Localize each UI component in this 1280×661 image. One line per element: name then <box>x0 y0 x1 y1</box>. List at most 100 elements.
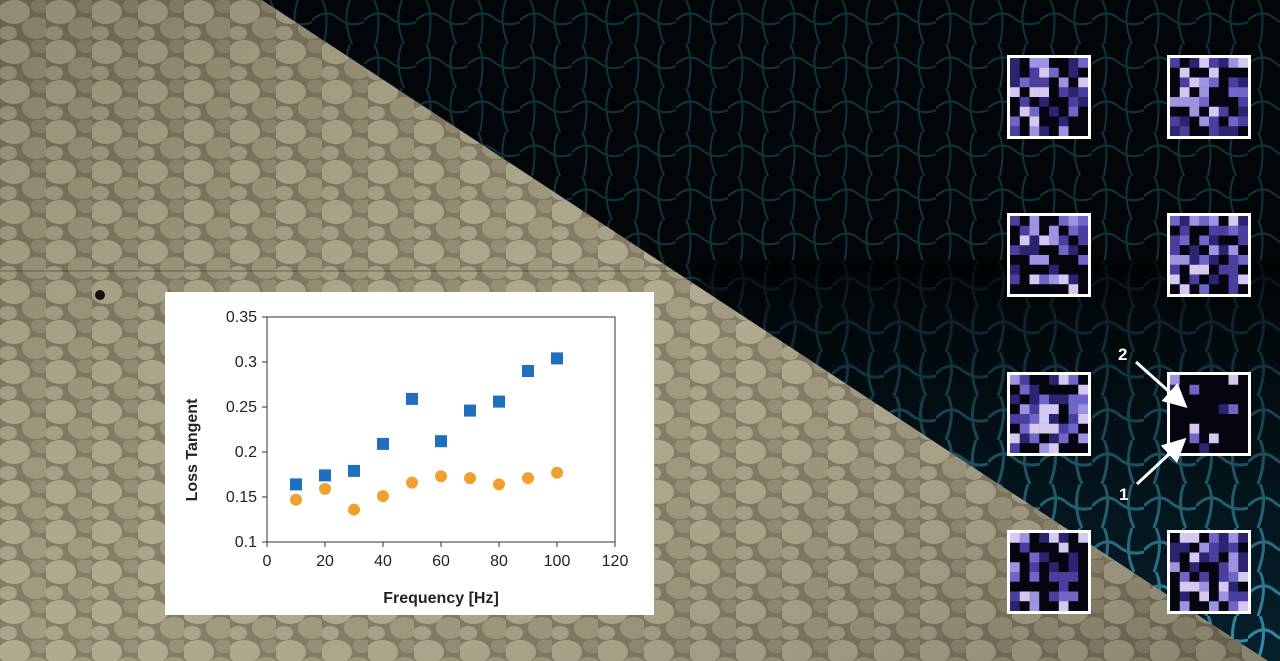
pixel-cell <box>1209 284 1219 294</box>
pixel-map-grid <box>1170 375 1248 453</box>
pixel-cell <box>1189 225 1200 236</box>
pixel-cell <box>1019 394 1030 405</box>
pixel-cell <box>1170 552 1180 563</box>
pixel-cell <box>1228 235 1239 246</box>
pixel-cell <box>1019 562 1030 573</box>
pixel-cell <box>1058 284 1069 294</box>
pixel-cell <box>1179 225 1190 236</box>
pixel-cell <box>1228 255 1239 265</box>
pixel-cell <box>1218 284 1229 294</box>
pixel-cell <box>1068 375 1079 385</box>
pixel-cell <box>1068 126 1079 136</box>
pixel-cell <box>1010 552 1020 563</box>
pixel-cell <box>1019 58 1030 68</box>
pixel-cell <box>1179 106 1190 117</box>
pixel-cell <box>1010 423 1020 434</box>
pixel-cell <box>1049 67 1059 78</box>
pixel-cell <box>1189 77 1200 88</box>
data-point-square <box>522 365 534 377</box>
pixel-cell <box>1238 384 1248 395</box>
pixel-cell <box>1010 562 1020 573</box>
pixel-cell <box>1228 404 1239 415</box>
pixel-cell <box>1199 225 1210 236</box>
pixel-cell <box>1238 562 1248 573</box>
pixel-map-grid <box>1010 58 1088 136</box>
data-point-circle <box>290 493 302 506</box>
pixel-cell <box>1068 245 1079 256</box>
pixel-cell <box>1170 284 1180 294</box>
pixel-cell <box>1068 591 1079 602</box>
pixel-cell <box>1209 375 1219 385</box>
pixel-cell <box>1078 414 1088 424</box>
pixel-cell <box>1068 255 1079 265</box>
pixel-cell <box>1039 216 1050 226</box>
pixel-cell <box>1058 126 1069 136</box>
pixel-cell <box>1209 533 1219 543</box>
pixel-cell <box>1068 404 1079 415</box>
pixel-cell <box>1029 562 1040 573</box>
pixel-cell <box>1228 572 1239 582</box>
pixel-map-grid <box>1170 533 1248 611</box>
pixel-cell <box>1068 77 1079 88</box>
pixel-cell <box>1238 394 1248 405</box>
pixel-cell <box>1228 552 1239 563</box>
pixel-cell <box>1039 58 1050 68</box>
pixel-cell <box>1218 225 1229 236</box>
pixel-cell <box>1010 67 1020 78</box>
pixel-cell <box>1179 116 1190 127</box>
pixel-cell <box>1039 552 1050 563</box>
pixel-cell <box>1218 77 1229 88</box>
pixel-cell <box>1078 67 1088 78</box>
y-tick-label: 0.2 <box>235 444 257 461</box>
pixel-cell <box>1010 284 1020 294</box>
pixel-cell <box>1010 572 1020 582</box>
pixel-cell <box>1078 394 1088 405</box>
pixel-map-tile <box>1007 530 1091 614</box>
pixel-cell <box>1238 106 1248 117</box>
pixel-cell <box>1058 58 1069 68</box>
data-point-circle <box>377 490 389 503</box>
pixel-cell <box>1068 116 1079 127</box>
pixel-cell <box>1068 562 1079 573</box>
pixel-cell <box>1019 284 1030 294</box>
pixel-cell <box>1179 552 1190 563</box>
pixel-cell <box>1199 126 1210 136</box>
pixel-cell <box>1010 414 1020 424</box>
pixel-cell <box>1170 423 1180 434</box>
pixel-cell <box>1189 106 1200 117</box>
pixel-cell <box>1189 423 1200 434</box>
pixel-cell <box>1068 572 1079 582</box>
pixel-cell <box>1049 443 1059 453</box>
pixel-cell <box>1058 245 1069 256</box>
pixel-cell <box>1170 97 1180 107</box>
pixel-cell <box>1189 384 1200 395</box>
pixel-cell <box>1228 542 1239 553</box>
pixel-map-grid <box>1170 58 1248 136</box>
pixel-cell <box>1209 77 1219 88</box>
pixel-cell <box>1179 126 1190 136</box>
pixel-cell <box>1049 235 1059 246</box>
pixel-cell <box>1058 235 1069 246</box>
pixel-cell <box>1058 552 1069 563</box>
pixel-cell <box>1039 433 1050 444</box>
pixel-cell <box>1179 404 1190 415</box>
pixel-cell <box>1179 245 1190 256</box>
pixel-cell <box>1170 116 1180 127</box>
pixel-cell <box>1199 533 1210 543</box>
pixel-cell <box>1228 443 1239 453</box>
pixel-cell <box>1218 404 1229 415</box>
pixel-cell <box>1078 384 1088 395</box>
pixel-cell <box>1238 77 1248 88</box>
pixel-cell <box>1029 274 1040 285</box>
pixel-cell <box>1029 572 1040 582</box>
pixel-cell <box>1078 58 1088 68</box>
pixel-cell <box>1049 106 1059 117</box>
pixel-cell <box>1019 225 1030 236</box>
pixel-cell <box>1170 87 1180 98</box>
pixel-cell <box>1019 106 1030 117</box>
pixel-cell <box>1039 264 1050 275</box>
pixel-map-tile <box>1007 55 1091 139</box>
pixel-cell <box>1218 216 1229 226</box>
pixel-cell <box>1218 423 1229 434</box>
pixel-cell <box>1189 581 1200 592</box>
